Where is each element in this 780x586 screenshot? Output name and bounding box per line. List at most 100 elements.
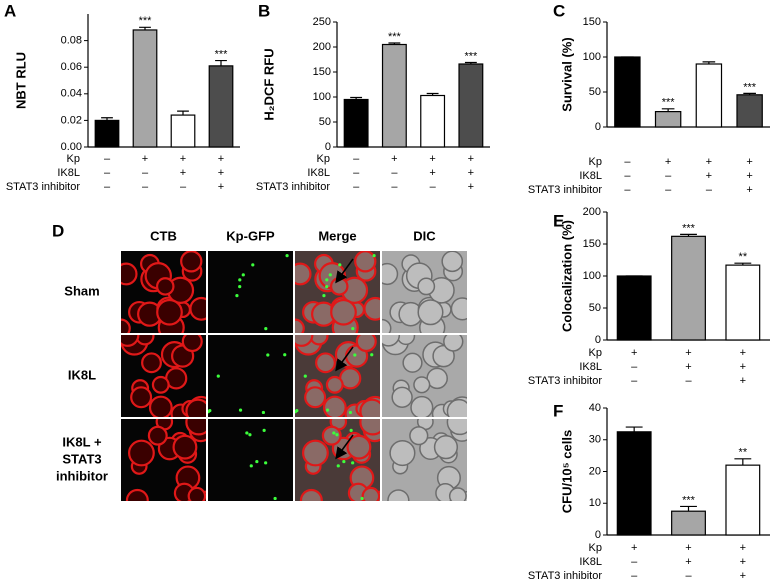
cell bbox=[410, 395, 434, 417]
condition-label: IK8L bbox=[307, 167, 330, 179]
y-tick-label: 100 bbox=[313, 91, 331, 103]
condition-sign: – bbox=[685, 375, 692, 387]
bacterium bbox=[238, 285, 242, 289]
condition-sign: + bbox=[468, 167, 474, 179]
cell bbox=[141, 352, 162, 374]
panel-label: F bbox=[553, 401, 563, 420]
condition-sign: – bbox=[631, 361, 638, 373]
significance: *** bbox=[464, 50, 478, 62]
cell bbox=[180, 251, 203, 273]
bacterium bbox=[255, 459, 259, 464]
y-axis-label: H₂DCF RFU bbox=[261, 48, 276, 120]
bacterium bbox=[238, 408, 243, 412]
significance: *** bbox=[388, 31, 402, 43]
cell bbox=[450, 297, 467, 321]
bacterium bbox=[303, 374, 307, 378]
bacterium bbox=[261, 410, 266, 415]
cell bbox=[295, 262, 312, 286]
significance: *** bbox=[215, 48, 229, 60]
column-header: Kp-GFP bbox=[226, 228, 275, 243]
condition-sign: + bbox=[468, 181, 474, 193]
condition-sign: + bbox=[631, 347, 637, 359]
condition-sign: + bbox=[740, 361, 746, 373]
bar bbox=[170, 114, 196, 148]
bar bbox=[420, 94, 446, 148]
error-bar bbox=[702, 61, 716, 64]
cell bbox=[172, 434, 198, 460]
bacterium bbox=[283, 353, 287, 357]
bacterium bbox=[241, 273, 245, 277]
condition-sign: – bbox=[706, 184, 713, 196]
condition-sign: + bbox=[391, 153, 397, 165]
bacterium bbox=[338, 263, 342, 267]
condition-sign: – bbox=[391, 181, 398, 193]
condition-sign: – bbox=[353, 181, 360, 193]
error-bar bbox=[680, 505, 697, 512]
micrograph-image bbox=[295, 335, 380, 417]
condition-sign: + bbox=[468, 153, 474, 165]
condition-sign: + bbox=[429, 153, 435, 165]
micrograph-image bbox=[121, 419, 206, 501]
y-tick-label: 0.04 bbox=[61, 88, 82, 100]
condition-sign: – bbox=[430, 181, 437, 193]
cell bbox=[417, 277, 436, 296]
condition-sign: – bbox=[631, 556, 638, 568]
bacterium bbox=[266, 353, 270, 357]
y-tick-label: 50 bbox=[319, 116, 331, 128]
cell bbox=[402, 352, 423, 373]
cell bbox=[325, 375, 344, 394]
condition-label: Kp bbox=[67, 153, 80, 165]
condition-label: Kp bbox=[589, 347, 602, 359]
condition-sign: – bbox=[624, 156, 631, 168]
error-bar bbox=[734, 458, 752, 466]
bacterium bbox=[328, 273, 332, 277]
cell bbox=[121, 318, 131, 333]
condition-sign: + bbox=[740, 375, 746, 387]
y-tick-label: 0.06 bbox=[61, 61, 82, 73]
bacterium bbox=[351, 461, 355, 465]
cell bbox=[121, 262, 138, 286]
cell bbox=[185, 398, 206, 417]
significance: ** bbox=[739, 447, 748, 459]
cell bbox=[185, 419, 206, 436]
condition-sign: – bbox=[353, 167, 360, 179]
cell bbox=[302, 439, 329, 467]
bacterium bbox=[370, 353, 374, 357]
bacterium bbox=[332, 431, 336, 435]
cell bbox=[433, 435, 459, 460]
micrograph-image bbox=[382, 419, 467, 501]
y-tick-label: 0.02 bbox=[61, 114, 82, 126]
bar bbox=[343, 98, 369, 148]
cell bbox=[181, 335, 203, 353]
bar bbox=[695, 63, 723, 128]
bacterium bbox=[325, 278, 329, 282]
cell bbox=[128, 439, 155, 467]
y-tick-label: 150 bbox=[313, 66, 331, 78]
bar bbox=[654, 110, 682, 128]
micrograph-image bbox=[295, 251, 380, 333]
condition-label: Kp bbox=[589, 156, 602, 168]
cell bbox=[382, 262, 399, 286]
bacterium bbox=[245, 431, 249, 435]
condition-label: STAT3 inhibitor bbox=[256, 181, 331, 193]
bacterium bbox=[295, 409, 299, 413]
condition-sign: + bbox=[429, 167, 435, 179]
bacterium bbox=[325, 285, 329, 289]
condition-sign: + bbox=[706, 156, 712, 168]
y-tick-label: 250 bbox=[313, 16, 331, 28]
cell bbox=[363, 296, 380, 321]
cell bbox=[432, 344, 455, 368]
condition-sign: – bbox=[104, 167, 111, 179]
error-bar bbox=[350, 96, 363, 100]
y-tick-label: 0 bbox=[325, 141, 331, 153]
y-axis-label: CFU/10⁵ cells bbox=[559, 430, 574, 513]
row-label: STAT3 bbox=[62, 451, 101, 466]
y-axis-label: Survival (%) bbox=[559, 37, 574, 111]
row-label: Sham bbox=[64, 283, 99, 298]
bacterium bbox=[285, 254, 289, 258]
cell bbox=[304, 386, 327, 409]
micrograph-image bbox=[121, 335, 206, 417]
bar bbox=[614, 56, 641, 128]
cell bbox=[441, 251, 464, 273]
cell bbox=[330, 277, 349, 296]
